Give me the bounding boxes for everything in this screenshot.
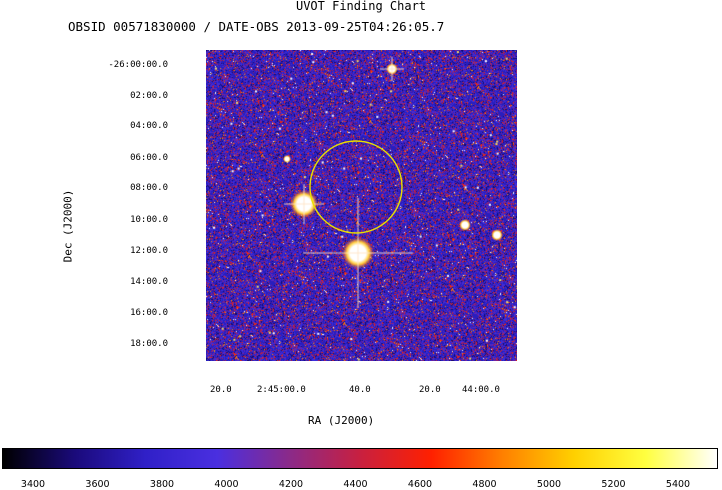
colorbar-tick-label: 3800 xyxy=(149,479,175,490)
colorbar-tick-label: 4200 xyxy=(278,479,304,490)
ra-tick-label: 40.0 xyxy=(349,385,371,395)
target-circle xyxy=(309,140,403,234)
dec-tick-label: 04:00.0 xyxy=(130,121,168,131)
target-overlay xyxy=(309,140,403,234)
colorbar-tick-label: 4600 xyxy=(407,479,433,490)
colorbar-tick-label: 3400 xyxy=(20,479,46,490)
dec-tick-label: -26:00:00.0 xyxy=(108,60,168,70)
colorbar xyxy=(2,448,718,469)
dec-axis-title: Dec (J2000) xyxy=(61,189,75,263)
colorbar-tick-label: 4000 xyxy=(214,479,239,490)
ra-axis-title: RA (J2000) xyxy=(308,414,375,427)
sky-image-canvas xyxy=(206,50,517,361)
dec-tick-label: 18:00.0 xyxy=(130,339,168,349)
dec-tick-label: 02:00.0 xyxy=(130,91,168,101)
ra-tick-label: 20.0 xyxy=(210,385,232,395)
dec-tick-label: 08:00.0 xyxy=(130,183,168,193)
dec-tick-label: 06:00.0 xyxy=(130,153,168,163)
ra-tick-label: 2:45:00.0 xyxy=(257,385,306,395)
dec-tick-label: 12:00.0 xyxy=(130,246,168,256)
colorbar-tick-label: 4800 xyxy=(472,479,497,490)
dec-tick-label: 10:00.0 xyxy=(130,215,168,225)
colorbar-tick-label: 5400 xyxy=(665,479,691,490)
colorbar-tick-label: 5200 xyxy=(601,479,626,490)
sky-image xyxy=(206,50,517,361)
colorbar-tick-label: 5000 xyxy=(536,479,562,490)
chart-title: UVOT Finding Chart xyxy=(295,0,427,13)
ra-tick-label: 44:00.0 xyxy=(462,385,500,395)
colorbar-tick-label: 4400 xyxy=(343,479,368,490)
dec-tick-label: 16:00.0 xyxy=(130,308,168,318)
dec-tick-label: 14:00.0 xyxy=(130,277,168,287)
observation-subtitle: OBSID 00571830000 / DATE-OBS 2013-09-25T… xyxy=(68,19,445,34)
ra-tick-label: 20.0 xyxy=(419,385,441,395)
colorbar-tick-label: 3600 xyxy=(85,479,110,490)
